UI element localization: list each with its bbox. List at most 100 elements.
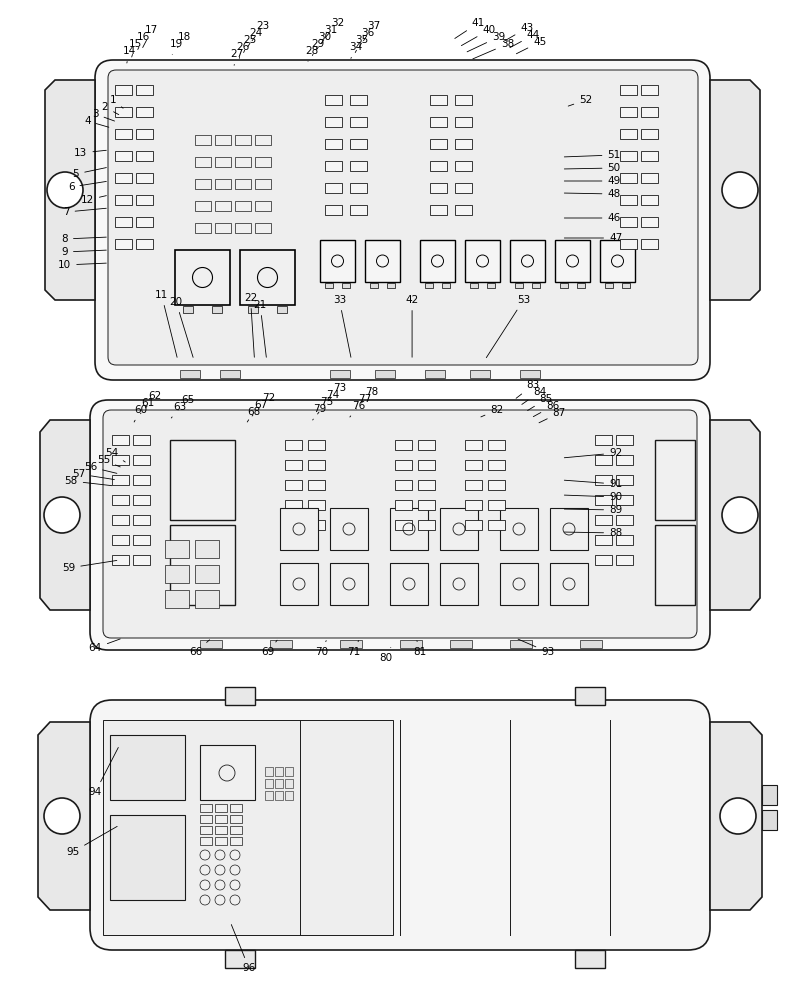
Bar <box>395 480 412 490</box>
Polygon shape <box>38 722 90 910</box>
Text: 4: 4 <box>84 116 109 127</box>
Bar <box>465 520 482 530</box>
Bar <box>133 515 150 525</box>
Text: 75: 75 <box>318 397 333 414</box>
Bar <box>595 475 612 485</box>
Bar <box>465 440 482 450</box>
Bar <box>115 107 132 117</box>
Bar <box>165 565 189 583</box>
Text: 68: 68 <box>247 407 260 422</box>
Bar <box>430 95 447 105</box>
Bar <box>200 804 212 812</box>
Polygon shape <box>710 722 762 910</box>
Bar <box>430 117 447 127</box>
Bar <box>620 85 637 95</box>
Bar <box>350 161 367 171</box>
Text: 12: 12 <box>81 195 107 205</box>
Text: 76: 76 <box>350 401 365 417</box>
Bar <box>136 195 153 205</box>
Bar <box>487 283 495 288</box>
Circle shape <box>215 850 225 860</box>
Bar <box>285 500 302 510</box>
Bar <box>308 520 325 530</box>
Bar <box>115 195 132 205</box>
Text: 56: 56 <box>84 462 117 473</box>
Bar <box>112 555 129 565</box>
Bar <box>450 640 472 648</box>
Bar <box>285 440 302 450</box>
Bar <box>641 195 658 205</box>
Bar <box>308 460 325 470</box>
Bar <box>112 455 129 465</box>
Bar <box>136 173 153 183</box>
Bar <box>465 480 482 490</box>
Text: 81: 81 <box>414 641 427 657</box>
Bar <box>325 283 333 288</box>
Bar <box>488 500 505 510</box>
FancyBboxPatch shape <box>90 700 710 950</box>
Bar <box>112 535 129 545</box>
Bar <box>387 283 395 288</box>
FancyBboxPatch shape <box>90 400 710 650</box>
Bar <box>330 508 368 550</box>
Bar <box>215 201 231 211</box>
Text: 91: 91 <box>564 479 622 489</box>
Bar <box>277 306 287 313</box>
Bar <box>400 640 422 648</box>
Bar <box>350 95 367 105</box>
Bar <box>136 217 153 227</box>
Bar <box>308 480 325 490</box>
Bar <box>440 508 478 550</box>
Bar <box>103 720 393 935</box>
Bar <box>230 837 242 845</box>
Bar <box>641 85 658 95</box>
Bar <box>136 151 153 161</box>
Bar <box>455 205 472 215</box>
Text: 5: 5 <box>73 168 107 179</box>
Bar <box>225 687 255 705</box>
Text: 45: 45 <box>516 37 546 54</box>
Text: 73: 73 <box>329 383 346 400</box>
Circle shape <box>230 850 240 860</box>
Text: 30: 30 <box>317 32 331 50</box>
Bar <box>235 135 251 145</box>
Bar <box>215 815 227 823</box>
Bar <box>520 370 540 378</box>
Bar <box>112 495 129 505</box>
Bar <box>275 767 283 776</box>
Circle shape <box>47 172 83 208</box>
Bar <box>510 640 532 648</box>
Bar <box>110 815 185 900</box>
Bar <box>195 201 211 211</box>
Bar <box>285 791 293 800</box>
Text: 84: 84 <box>522 387 546 404</box>
Text: 64: 64 <box>89 639 120 653</box>
Bar <box>165 590 189 608</box>
Bar <box>308 500 325 510</box>
Bar <box>200 745 255 800</box>
Text: 29: 29 <box>312 39 325 56</box>
Bar <box>342 283 350 288</box>
Text: 15: 15 <box>129 39 142 57</box>
Bar <box>115 129 132 139</box>
Bar <box>133 455 150 465</box>
Bar <box>175 250 230 305</box>
Bar <box>183 306 193 313</box>
Bar <box>195 135 211 145</box>
Bar <box>136 129 153 139</box>
Text: 82: 82 <box>481 405 503 417</box>
Bar <box>595 435 612 445</box>
Bar <box>500 508 538 550</box>
Bar <box>230 804 242 812</box>
Bar <box>195 223 211 233</box>
Bar <box>285 480 302 490</box>
Text: 2: 2 <box>102 102 119 115</box>
Bar <box>655 440 695 520</box>
Text: 44: 44 <box>510 30 540 48</box>
Text: 18: 18 <box>178 32 191 48</box>
Bar <box>641 239 658 249</box>
Text: 13: 13 <box>74 148 107 158</box>
Bar <box>555 240 590 282</box>
Bar <box>275 779 283 788</box>
Bar <box>215 157 231 167</box>
